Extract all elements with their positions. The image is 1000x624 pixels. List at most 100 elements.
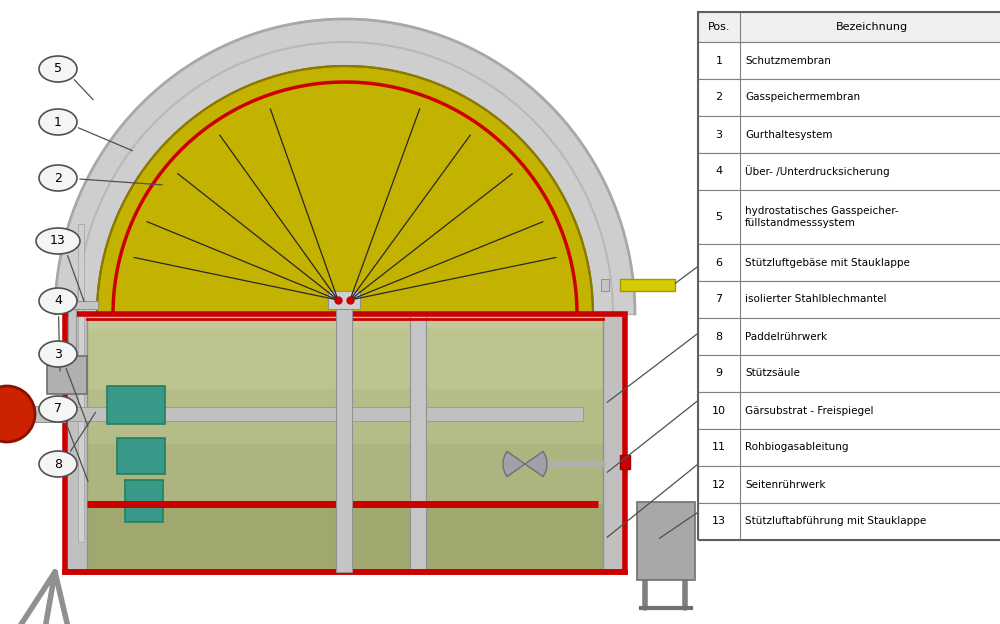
Polygon shape <box>55 19 635 314</box>
Bar <box>87 314 603 329</box>
Bar <box>698 116 1000 153</box>
Text: Gasspeichermembran: Gasspeichermembran <box>745 92 860 102</box>
Bar <box>698 153 1000 190</box>
Ellipse shape <box>39 451 77 477</box>
Text: 5: 5 <box>54 62 62 76</box>
Text: 9: 9 <box>806 310 814 323</box>
Ellipse shape <box>39 56 77 82</box>
Bar <box>125 480 163 522</box>
Bar <box>698 318 1000 355</box>
Ellipse shape <box>788 241 832 267</box>
Circle shape <box>0 386 35 442</box>
Polygon shape <box>97 66 593 314</box>
Text: 1: 1 <box>54 115 62 129</box>
Text: Paddelrührwerk: Paddelrührwerk <box>745 331 827 341</box>
Text: 2: 2 <box>54 172 62 185</box>
Text: 4: 4 <box>54 295 62 308</box>
Ellipse shape <box>791 303 829 329</box>
Bar <box>698 12 1000 540</box>
Text: Stützluftgebäse mit Stauklappe: Stützluftgebäse mit Stauklappe <box>745 258 910 268</box>
Bar <box>698 42 1000 79</box>
Bar <box>35 406 65 422</box>
Text: 11: 11 <box>712 442 726 452</box>
Bar <box>87 444 603 504</box>
Text: 5: 5 <box>716 212 722 222</box>
Bar <box>637 502 695 580</box>
Text: 2: 2 <box>715 92 723 102</box>
Text: 13: 13 <box>50 235 66 248</box>
Bar <box>698 429 1000 466</box>
Text: hydrostatisches Gasspeicher-
füllstandmesssystem: hydrostatisches Gasspeicher- füllstandme… <box>745 206 899 228</box>
Bar <box>698 392 1000 429</box>
Text: Gurthaltesystem: Gurthaltesystem <box>745 130 832 140</box>
Bar <box>328 291 360 309</box>
Text: 11: 11 <box>802 182 818 195</box>
Text: isolierter Stahlblechmantel: isolierter Stahlblechmantel <box>745 295 887 305</box>
Ellipse shape <box>788 176 832 202</box>
Bar <box>410 314 426 572</box>
Wedge shape <box>503 451 525 477</box>
Bar <box>87 504 603 572</box>
Text: Pos.: Pos. <box>708 22 730 32</box>
Bar <box>87 389 603 444</box>
Bar <box>65 314 87 572</box>
Ellipse shape <box>39 396 77 422</box>
Text: Seitenrührwerk: Seitenrührwerk <box>745 479 826 489</box>
Bar <box>698 355 1000 392</box>
Text: Stützsäule: Stützsäule <box>745 369 800 379</box>
Bar <box>698 244 1000 281</box>
Bar <box>698 281 1000 318</box>
Ellipse shape <box>39 288 77 314</box>
Wedge shape <box>525 451 547 477</box>
Text: 1: 1 <box>716 56 722 66</box>
Ellipse shape <box>791 365 829 391</box>
Bar <box>601 279 609 291</box>
Text: 6: 6 <box>806 371 814 384</box>
Ellipse shape <box>39 165 77 191</box>
Text: Rohbiogasableitung: Rohbiogasableitung <box>745 442 848 452</box>
Text: Gärsubstrat - Freispiegel: Gärsubstrat - Freispiegel <box>745 406 874 416</box>
Bar <box>47 356 87 394</box>
Text: 9: 9 <box>715 369 723 379</box>
Text: 7: 7 <box>54 402 62 416</box>
Ellipse shape <box>788 429 832 455</box>
Text: Stützluftabführung mit Stauklappe: Stützluftabführung mit Stauklappe <box>745 517 926 527</box>
Ellipse shape <box>39 341 77 367</box>
Text: Über- /Unterdrucksicherung: Über- /Unterdrucksicherung <box>745 165 890 177</box>
Text: 6: 6 <box>716 258 722 268</box>
Polygon shape <box>55 19 635 314</box>
Bar <box>698 79 1000 116</box>
Text: 12: 12 <box>802 436 818 449</box>
Ellipse shape <box>39 109 77 135</box>
Text: 13: 13 <box>712 517 726 527</box>
Text: 12: 12 <box>712 479 726 489</box>
Bar <box>339 367 351 522</box>
Bar <box>65 314 625 572</box>
Text: 10: 10 <box>802 248 818 260</box>
Text: 3: 3 <box>54 348 62 361</box>
Bar <box>698 12 1000 42</box>
Bar <box>603 314 625 572</box>
Bar <box>698 503 1000 540</box>
Text: Bezeichnung: Bezeichnung <box>836 22 908 32</box>
Bar <box>698 190 1000 244</box>
Bar <box>65 407 583 421</box>
Text: Schutzmembran: Schutzmembran <box>745 56 831 66</box>
Bar <box>336 294 352 572</box>
Bar <box>620 279 675 291</box>
Bar <box>68 301 98 309</box>
Bar <box>107 386 165 424</box>
Bar <box>698 466 1000 503</box>
Bar <box>68 304 76 359</box>
Text: 7: 7 <box>715 295 723 305</box>
Bar <box>620 455 630 469</box>
Text: 8: 8 <box>715 331 723 341</box>
Ellipse shape <box>36 228 80 254</box>
Bar <box>87 329 603 389</box>
Text: 4: 4 <box>715 167 723 177</box>
Bar <box>78 224 84 542</box>
Text: 10: 10 <box>712 406 726 416</box>
Text: 3: 3 <box>716 130 722 140</box>
Text: 8: 8 <box>54 457 62 470</box>
Bar <box>117 438 165 474</box>
